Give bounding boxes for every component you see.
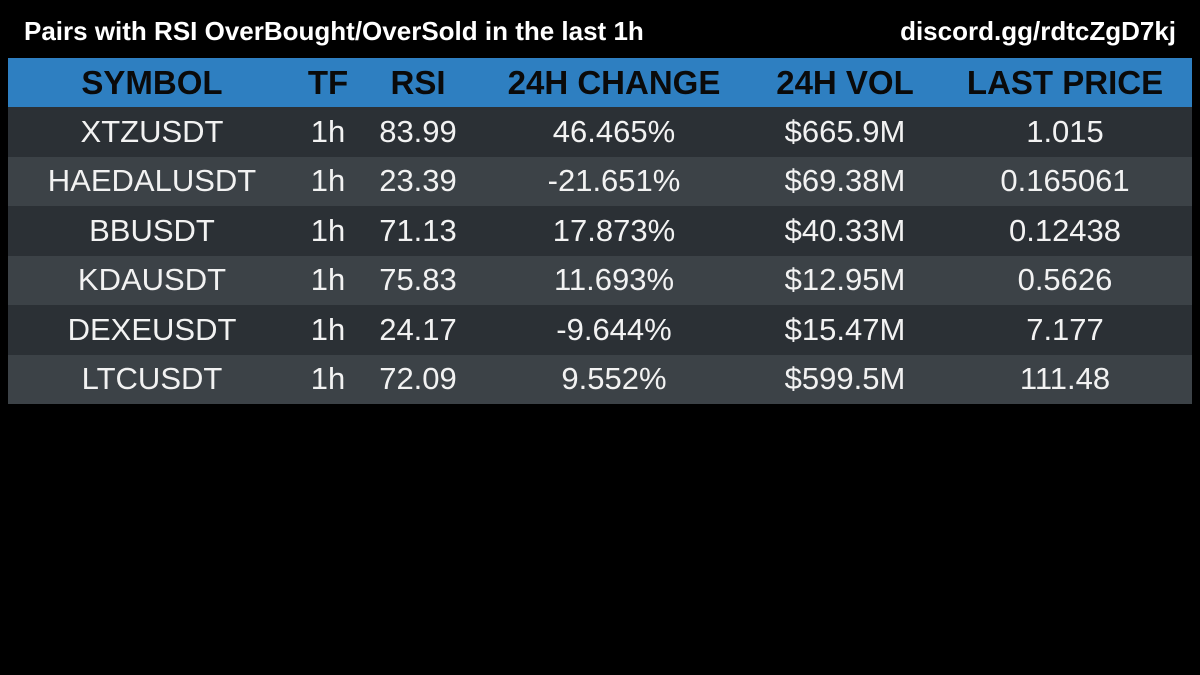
rsi-cell: 83.99 [379,113,457,149]
column-header-last-price: LAST PRICE [966,63,1164,101]
rsi-table: SYMBOL TF RSI 24H CHANGE 24H VOL LAST PR… [8,58,1192,404]
symbol-cell: HAEDALUSDT [47,163,257,199]
table-row: LTCUSDT 1h 72.09 9.552% $599.5M 111.48 [8,354,1192,404]
volume-cell: $12.95M [784,262,906,298]
rsi-cell: 24.17 [379,311,457,347]
tf-cell: 1h [310,361,346,397]
symbol-cell: DEXEUSDT [67,311,237,347]
volume-cell: $599.5M [784,361,906,397]
price-cell: 0.165061 [1000,163,1130,199]
tf-cell: 1h [310,113,346,149]
rsi-cell: 75.83 [379,262,457,298]
price-cell: 111.48 [1019,361,1111,397]
symbol-cell: XTZUSDT [80,113,224,149]
tf-cell: 1h [310,262,346,298]
top-bar: Pairs with RSI OverBought/OverSold in th… [0,0,1200,58]
column-header-24h-change: 24H CHANGE [507,63,721,101]
change-cell: -21.651% [547,163,681,199]
symbol-cell: BBUSDT [89,212,215,248]
table-row: KDAUSDT 1h 75.83 11.693% $12.95M 0.5626 [8,255,1192,305]
rsi-cell: 23.39 [379,163,457,199]
volume-cell: $15.47M [784,311,906,347]
column-header-symbol: SYMBOL [81,63,223,101]
tf-cell: 1h [310,163,346,199]
page-title: Pairs with RSI OverBought/OverSold in th… [24,16,644,46]
price-cell: 0.5626 [1017,262,1113,298]
discord-invite-link[interactable]: discord.gg/rdtcZgD7kj [900,16,1176,46]
volume-cell: $665.9M [784,113,906,149]
tf-cell: 1h [310,212,346,248]
volume-cell: $40.33M [784,212,906,248]
table-row: XTZUSDT 1h 83.99 46.465% $665.9M 1.015 [8,107,1192,157]
symbol-cell: LTCUSDT [81,361,223,397]
rsi-cell: 71.13 [379,212,457,248]
table-row: HAEDALUSDT 1h 23.39 -21.651% $69.38M 0.1… [8,156,1192,206]
column-header-rsi: RSI [390,63,446,101]
table-header-row: SYMBOL TF RSI 24H CHANGE 24H VOL LAST PR… [8,58,1192,107]
tf-cell: 1h [310,311,346,347]
change-cell: 46.465% [552,113,676,149]
price-cell: 1.015 [1026,113,1104,149]
table-row: BBUSDT 1h 71.13 17.873% $40.33M 0.12438 [8,206,1192,256]
change-cell: 17.873% [552,212,676,248]
change-cell: 11.693% [553,262,675,298]
rsi-cell: 72.09 [379,361,457,397]
change-cell: -9.644% [556,311,672,347]
price-cell: 7.177 [1026,311,1104,347]
change-cell: 9.552% [561,361,667,397]
symbol-cell: KDAUSDT [77,262,227,298]
column-header-24h-vol: 24H VOL [776,63,914,101]
table-row: DEXEUSDT 1h 24.17 -9.644% $15.47M 7.177 [8,305,1192,355]
column-header-tf: TF [307,63,349,101]
volume-cell: $69.38M [784,163,906,199]
price-cell: 0.12438 [1008,212,1122,248]
